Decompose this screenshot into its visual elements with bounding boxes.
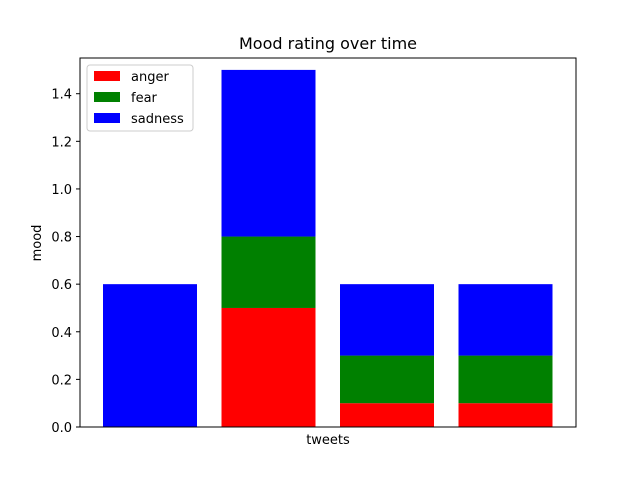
legend-swatch-fear	[94, 92, 120, 102]
bar-fear-4	[458, 355, 553, 404]
bar-sadness-2	[221, 69, 316, 237]
legend-swatch-anger	[94, 71, 120, 81]
bar-fear-2	[221, 236, 316, 308]
legend-swatch-sadness	[94, 113, 120, 123]
y-tick-label: 1.2	[51, 135, 72, 150]
chart-title: Mood rating over time	[239, 34, 417, 53]
bar-sadness-1	[103, 284, 197, 427]
legend-label-fear: fear	[131, 91, 158, 106]
bars-group	[103, 69, 553, 427]
y-tick-label: 1.4	[51, 88, 72, 103]
bar-anger-3	[340, 403, 434, 427]
y-tick-label: 0.8	[51, 231, 72, 246]
y-axis-label: mood	[30, 225, 45, 262]
y-axis: 0.0 0.2 0.4 0.6 0.8 1.0 1.2 1.4	[51, 88, 80, 436]
bar-anger-4	[458, 403, 553, 427]
y-tick-label: 1.0	[51, 183, 72, 198]
legend: anger fear sadness	[86, 64, 194, 132]
bar-fear-3	[340, 355, 434, 404]
plot-frame	[79, 57, 577, 428]
legend-label-sadness: sadness	[131, 112, 184, 127]
x-axis-label: tweets	[306, 433, 350, 448]
y-tick-label: 0.4	[51, 326, 72, 341]
legend-label-anger: anger	[131, 70, 169, 85]
y-tick-label: 0.6	[51, 278, 72, 293]
y-tick-label: 0.0	[51, 421, 72, 436]
bar-sadness-4	[458, 284, 553, 356]
bar-anger-2	[221, 307, 316, 427]
y-tick-label: 0.2	[51, 373, 72, 388]
bar-sadness-3	[340, 284, 434, 356]
